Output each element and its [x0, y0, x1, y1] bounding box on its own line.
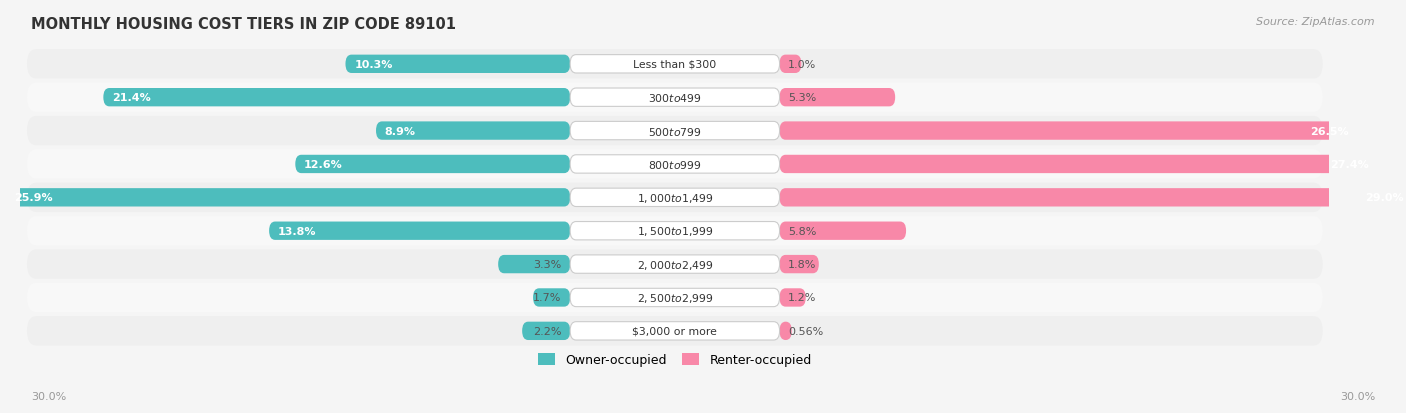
FancyBboxPatch shape [533, 289, 571, 307]
Text: 13.8%: 13.8% [278, 226, 316, 236]
Text: 12.6%: 12.6% [304, 159, 343, 169]
FancyBboxPatch shape [269, 222, 571, 240]
Text: 30.0%: 30.0% [1340, 391, 1375, 401]
Text: $2,000 to $2,499: $2,000 to $2,499 [637, 258, 713, 271]
Text: $2,500 to $2,999: $2,500 to $2,999 [637, 291, 713, 304]
FancyBboxPatch shape [375, 122, 571, 140]
Text: 1.2%: 1.2% [789, 293, 817, 303]
FancyBboxPatch shape [103, 89, 571, 107]
FancyBboxPatch shape [779, 189, 1406, 207]
FancyBboxPatch shape [571, 222, 779, 240]
Text: $300 to $499: $300 to $499 [648, 92, 702, 104]
FancyBboxPatch shape [571, 55, 779, 74]
Text: 29.0%: 29.0% [1365, 193, 1403, 203]
FancyBboxPatch shape [498, 255, 571, 273]
Text: 27.4%: 27.4% [1330, 159, 1368, 169]
Text: 1.7%: 1.7% [533, 293, 561, 303]
FancyBboxPatch shape [295, 155, 571, 174]
FancyBboxPatch shape [346, 55, 571, 74]
FancyBboxPatch shape [522, 322, 571, 340]
FancyBboxPatch shape [571, 289, 779, 307]
Text: $800 to $999: $800 to $999 [648, 159, 702, 171]
FancyBboxPatch shape [779, 255, 818, 273]
Text: 30.0%: 30.0% [31, 391, 66, 401]
FancyBboxPatch shape [571, 322, 779, 340]
FancyBboxPatch shape [779, 55, 801, 74]
Text: 3.3%: 3.3% [533, 259, 561, 269]
Text: 2.2%: 2.2% [533, 326, 561, 336]
FancyBboxPatch shape [779, 289, 806, 307]
Text: 8.9%: 8.9% [385, 126, 416, 136]
Text: 10.3%: 10.3% [354, 59, 392, 70]
FancyBboxPatch shape [27, 150, 1323, 179]
Text: $3,000 or more: $3,000 or more [633, 326, 717, 336]
FancyBboxPatch shape [27, 50, 1323, 79]
Text: $1,500 to $1,999: $1,500 to $1,999 [637, 225, 713, 237]
Text: MONTHLY HOUSING COST TIERS IN ZIP CODE 89101: MONTHLY HOUSING COST TIERS IN ZIP CODE 8… [31, 17, 456, 31]
FancyBboxPatch shape [571, 122, 779, 140]
FancyBboxPatch shape [27, 183, 1323, 213]
FancyBboxPatch shape [571, 189, 779, 207]
FancyBboxPatch shape [27, 216, 1323, 246]
Text: 5.3%: 5.3% [789, 93, 817, 103]
FancyBboxPatch shape [571, 155, 779, 174]
FancyBboxPatch shape [779, 322, 792, 340]
FancyBboxPatch shape [779, 89, 896, 107]
Text: 1.8%: 1.8% [789, 259, 817, 269]
FancyBboxPatch shape [27, 250, 1323, 279]
FancyBboxPatch shape [779, 222, 905, 240]
Text: 25.9%: 25.9% [14, 193, 52, 203]
Legend: Owner-occupied, Renter-occupied: Owner-occupied, Renter-occupied [533, 349, 817, 371]
Text: 26.5%: 26.5% [1310, 126, 1348, 136]
Text: $1,000 to $1,499: $1,000 to $1,499 [637, 191, 713, 204]
FancyBboxPatch shape [571, 89, 779, 107]
Text: Less than $300: Less than $300 [633, 59, 717, 70]
FancyBboxPatch shape [779, 155, 1378, 174]
FancyBboxPatch shape [27, 83, 1323, 113]
FancyBboxPatch shape [6, 189, 571, 207]
FancyBboxPatch shape [27, 116, 1323, 146]
FancyBboxPatch shape [779, 122, 1358, 140]
Text: Source: ZipAtlas.com: Source: ZipAtlas.com [1257, 17, 1375, 26]
FancyBboxPatch shape [27, 283, 1323, 312]
Text: $500 to $799: $500 to $799 [648, 125, 702, 137]
Text: 1.0%: 1.0% [789, 59, 817, 70]
FancyBboxPatch shape [571, 255, 779, 273]
Text: 21.4%: 21.4% [112, 93, 150, 103]
FancyBboxPatch shape [27, 316, 1323, 346]
Text: 5.8%: 5.8% [789, 226, 817, 236]
Text: 0.56%: 0.56% [789, 326, 824, 336]
